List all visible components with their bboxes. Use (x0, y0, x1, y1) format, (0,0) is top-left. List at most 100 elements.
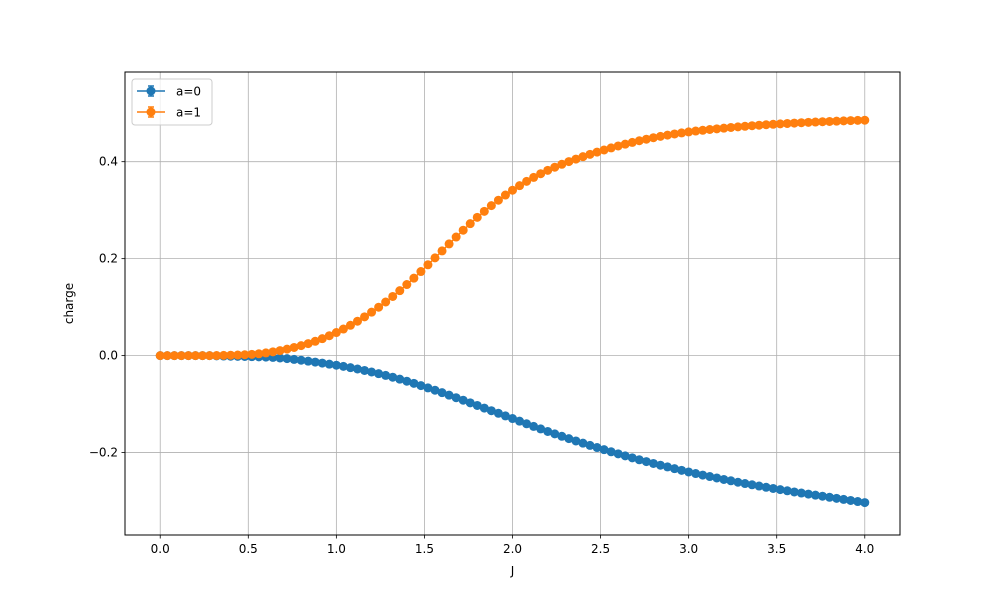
data-point (451, 232, 461, 242)
data-point (712, 473, 722, 483)
data-point (810, 117, 820, 127)
data-point (592, 443, 602, 453)
data-point (395, 286, 405, 296)
data-point (233, 350, 243, 360)
data-point (472, 212, 482, 222)
x-tick-label: 3.0 (679, 542, 698, 556)
data-point (388, 372, 398, 382)
data-point (367, 367, 377, 377)
series-layer (155, 115, 870, 508)
data-point (585, 440, 595, 450)
data-point (317, 358, 327, 368)
data-point (810, 490, 820, 500)
y-tick-label: 0.0 (99, 349, 118, 363)
data-point (684, 127, 694, 137)
data-point (620, 139, 630, 149)
data-point (465, 219, 475, 229)
data-point (423, 383, 433, 393)
data-point (381, 297, 391, 307)
data-point (324, 359, 334, 369)
data-point (254, 349, 264, 359)
y-tick-label: −0.2 (89, 446, 118, 460)
data-point (522, 176, 532, 186)
data-point (367, 307, 377, 317)
data-point (451, 393, 461, 403)
data-point (705, 125, 715, 134)
data-point (240, 350, 250, 360)
data-point (317, 334, 327, 344)
data-point (353, 316, 362, 326)
data-point (430, 253, 440, 263)
data-point (818, 117, 827, 127)
data-point (508, 185, 517, 195)
data-point (747, 121, 757, 131)
x-tick-label: 2.0 (503, 542, 522, 556)
data-point (803, 489, 813, 499)
data-point (557, 431, 567, 441)
data-point (606, 447, 616, 457)
data-point (515, 416, 525, 426)
data-point (832, 493, 842, 503)
data-point (402, 280, 412, 290)
data-point (536, 424, 546, 434)
data-point (219, 350, 229, 360)
y-axis-label: charge (62, 283, 76, 324)
data-point (493, 408, 503, 418)
data-point (338, 324, 348, 334)
data-point (550, 162, 560, 172)
data-point (719, 474, 729, 484)
series-a=1 (155, 115, 870, 361)
data-point (374, 369, 384, 379)
data-point (564, 157, 574, 167)
data-point (493, 195, 503, 205)
data-point (437, 388, 447, 398)
data-point (620, 451, 630, 461)
data-point (578, 438, 588, 448)
x-tick-label: 2.5 (591, 542, 610, 556)
data-point (803, 117, 813, 127)
y-tick-label: 0.2 (99, 252, 118, 266)
data-point (613, 141, 623, 151)
data-point (648, 458, 658, 468)
data-point (733, 122, 743, 132)
data-point (663, 462, 672, 472)
data-point (655, 460, 665, 470)
data-point (183, 351, 193, 361)
data-point (155, 351, 165, 361)
data-point (289, 342, 299, 352)
data-point (353, 364, 362, 374)
data-point (648, 133, 658, 143)
x-tick-label: 4.0 (855, 542, 874, 556)
data-point (360, 365, 370, 375)
data-point (402, 376, 412, 386)
x-tick-label: 1.0 (327, 542, 346, 556)
data-point (606, 143, 616, 153)
data-point (310, 357, 320, 367)
data-point (409, 273, 419, 283)
data-point (212, 351, 222, 361)
data-point (275, 346, 285, 356)
data-point (423, 260, 433, 270)
data-point (479, 403, 489, 413)
data-point (761, 120, 771, 130)
data-point (458, 395, 468, 405)
data-point (684, 467, 694, 477)
data-point (500, 411, 510, 421)
legend-label: a=0 (176, 85, 201, 99)
data-point (486, 406, 496, 416)
data-point (465, 398, 475, 408)
data-point (839, 116, 849, 126)
data-point (832, 116, 842, 126)
data-point (303, 339, 313, 349)
data-point (296, 355, 306, 365)
data-point (768, 483, 778, 493)
data-point (733, 477, 743, 487)
data-point (444, 390, 454, 400)
data-point (754, 481, 764, 491)
data-point (282, 354, 292, 364)
data-point (500, 190, 510, 200)
data-point (796, 118, 806, 128)
data-point (176, 351, 186, 361)
data-point (430, 385, 440, 395)
data-point (825, 116, 835, 126)
